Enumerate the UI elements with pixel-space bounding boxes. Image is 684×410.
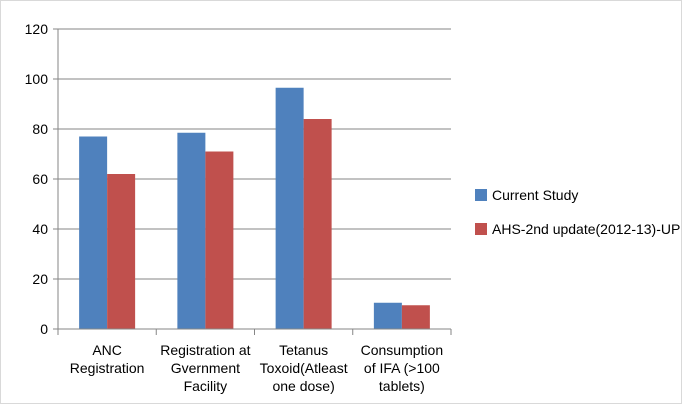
x-tick-label: tablets) (379, 378, 425, 394)
bar-ahs-update (303, 119, 332, 329)
x-tick-label: of IFA (>100 (364, 360, 440, 376)
x-tick-label: one dose) (272, 378, 334, 394)
x-tick-label: ANC (92, 342, 122, 358)
x-tick-labels: ANC Registration Registration at Gvernment F… (70, 342, 443, 394)
y-tick-label: 20 (32, 271, 48, 287)
bar-current-study (177, 132, 206, 329)
y-tick-label: 0 (40, 321, 48, 337)
x-tick-label: Gvernment (171, 360, 240, 376)
x-tick-label: Registration (70, 360, 145, 376)
x-tick-label: Toxoid(Atleast (260, 360, 348, 376)
bar-current-study (275, 87, 304, 329)
y-tick-labels: 0 20 40 60 80 100 120 (25, 21, 49, 337)
bar-ahs-update (205, 151, 234, 329)
y-tick-label: 80 (32, 121, 48, 137)
legend-label: Current Study (492, 187, 578, 203)
legend-swatch (475, 223, 487, 235)
bar-ahs-update (401, 305, 430, 329)
y-tick-label: 100 (25, 71, 49, 87)
bar-ahs-update (107, 174, 136, 329)
y-tick-label: 120 (25, 21, 49, 37)
axes (53, 28, 452, 335)
y-tick-label: 40 (32, 221, 48, 237)
x-tick-label: Registration at (160, 342, 250, 358)
legend-label: AHS-2nd update(2012-13)-UP (492, 221, 680, 237)
legend-swatch (475, 189, 487, 201)
y-tick-label: 60 (32, 171, 48, 187)
bar-current-study (79, 136, 108, 329)
x-tick-label: Facility (184, 378, 228, 394)
x-tick-label: Tetanus (279, 342, 328, 358)
bar-current-study (373, 302, 402, 329)
legend: Current Study AHS-2nd update(2012-13)-UP (475, 187, 680, 237)
x-tick-label: Consumption (361, 342, 444, 358)
bars (79, 87, 430, 329)
